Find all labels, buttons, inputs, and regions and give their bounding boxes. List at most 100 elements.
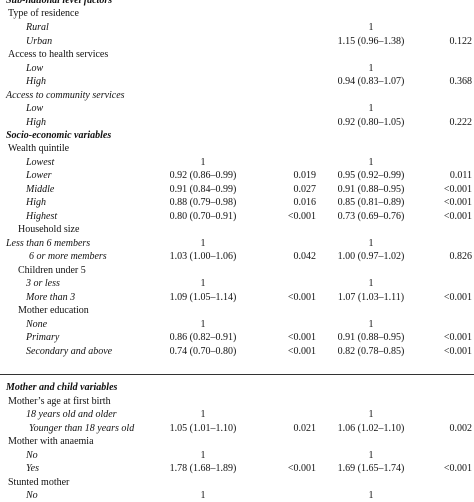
unadjusted-p-cell: <0.001 xyxy=(287,346,316,357)
unadjusted-or-cell: 1.05 (1.01–1.10) xyxy=(169,423,237,434)
variable-row: Mother’s age at first birth xyxy=(0,395,474,408)
adjusted-or-cell: 1.06 (1.02–1.10) xyxy=(337,423,405,434)
unadjusted-p-cell: <0.001 xyxy=(287,211,316,222)
table-row: Middle 0.91 (0.84–0.99) 0.027 0.91 (0.88–0.… xyxy=(0,183,474,196)
adjusted-or-cell: 0.82 (0.78–0.85) xyxy=(337,346,405,357)
unadjusted-or-cell: 0.80 (0.70–0.91) xyxy=(169,211,237,222)
adjusted-p-cell: <0.001 xyxy=(443,197,472,208)
variable-row: Household size xyxy=(0,223,474,236)
section-heading-row: Mother and child variables xyxy=(0,381,474,394)
unadjusted-or-cell: 1 xyxy=(200,490,206,501)
table-row: High 0.92 (0.80–1.05) 0.222 xyxy=(0,116,474,129)
table-row: Primary 0.86 (0.82–0.91) <0.001 0.91 (0.88–… xyxy=(0,331,474,344)
adjusted-or-cell: 1.69 (1.65–1.74) xyxy=(337,463,405,474)
variable-row: Children under 5 xyxy=(0,264,474,277)
row-label: Wealth quintile xyxy=(8,143,70,154)
adjusted-or-cell: 1 xyxy=(368,450,374,461)
unadjusted-or-cell: 1 xyxy=(200,238,206,249)
row-label: Yes xyxy=(26,463,39,474)
table-row: Secondary and above 0.74 (0.70–0.80) <0.00… xyxy=(0,345,474,358)
variable-row: Mother education xyxy=(0,304,474,317)
adjusted-p-cell: <0.001 xyxy=(443,211,472,222)
table-row: Low 1 xyxy=(0,102,474,115)
adjusted-or-cell: 1.15 (0.96–1.38) xyxy=(337,36,405,47)
adjusted-or-cell: 0.91 (0.88–0.95) xyxy=(337,332,405,343)
section-heading: Sub-national level factors xyxy=(6,0,113,6)
table-row: More than 3 1.09 (1.05–1.14) <0.001 1.07 (1… xyxy=(0,291,474,304)
unadjusted-or-cell: 1 xyxy=(200,409,206,420)
row-label: High xyxy=(26,117,46,128)
adjusted-or-cell: 1 xyxy=(368,103,374,114)
adjusted-p-cell: <0.001 xyxy=(443,332,472,343)
row-label: 6 or more members xyxy=(29,251,107,262)
row-label: Low xyxy=(26,63,44,74)
table-row: Lowest 1 1 xyxy=(0,156,474,169)
unadjusted-or-cell: 1 xyxy=(200,278,206,289)
row-label: None xyxy=(26,319,48,330)
adjusted-p-cell: 0.122 xyxy=(449,36,473,47)
row-label: Type of residence xyxy=(8,8,79,19)
variable-row: Access to health services xyxy=(0,48,474,61)
adjusted-or-cell: 1 xyxy=(368,157,374,168)
adjusted-or-cell: 0.91 (0.88–0.95) xyxy=(337,184,405,195)
table-row: High 0.94 (0.83–1.07) 0.368 xyxy=(0,75,474,88)
unadjusted-p-cell: 0.016 xyxy=(293,197,317,208)
table-row: 6 or more members 1.03 (1.00–1.06) 0.042 1.… xyxy=(0,250,474,263)
row-label: Children under 5 xyxy=(18,265,86,276)
variable-row: Stunted mother xyxy=(0,476,474,489)
table-row: Younger than 18 years old 1.05 (1.01–1.10… xyxy=(0,422,474,435)
row-label: Household size xyxy=(18,224,80,235)
adjusted-p-cell: 0.011 xyxy=(449,170,472,181)
table-row: Low 1 xyxy=(0,62,474,75)
adjusted-or-cell: 1 xyxy=(368,238,374,249)
unadjusted-p-cell: <0.001 xyxy=(287,332,316,343)
unadjusted-p-cell: <0.001 xyxy=(287,463,316,474)
adjusted-or-cell: 1 xyxy=(368,319,374,330)
adjusted-p-cell: 0.368 xyxy=(449,76,473,87)
adjusted-p-cell: 0.002 xyxy=(449,423,473,434)
unadjusted-p-cell: 0.027 xyxy=(293,184,317,195)
row-label: Access to health services xyxy=(8,49,109,60)
section-divider xyxy=(0,374,474,375)
row-label: 18 years old and older xyxy=(26,409,117,420)
table-row: Less than 6 members 1 1 xyxy=(0,237,474,250)
row-label: Lower xyxy=(26,170,52,181)
adjusted-or-cell: 0.73 (0.69–0.76) xyxy=(337,211,405,222)
row-label: No xyxy=(26,450,38,461)
section-heading: Mother and child variables xyxy=(6,382,118,393)
row-label: 3 or less xyxy=(26,278,60,289)
row-label: Younger than 18 years old xyxy=(29,423,135,434)
unadjusted-p-cell: <0.001 xyxy=(287,292,316,303)
adjusted-p-cell: <0.001 xyxy=(443,463,472,474)
unadjusted-or-cell: 0.92 (0.86–0.99) xyxy=(169,170,237,181)
adjusted-or-cell: 1 xyxy=(368,490,374,501)
row-label: Urban xyxy=(26,36,53,47)
section-heading-row: Sub-national level factors xyxy=(0,0,474,7)
row-label: More than 3 xyxy=(26,292,76,303)
variable-row: Type of residence xyxy=(0,7,474,20)
row-label: Stunted mother xyxy=(8,477,70,488)
adjusted-or-cell: 1.00 (0.97–1.02) xyxy=(337,251,405,262)
table-row: No 1 1 xyxy=(0,449,474,462)
unadjusted-or-cell: 0.74 (0.70–0.80) xyxy=(169,346,237,357)
variable-row: Mother with anaemia xyxy=(0,435,474,448)
adjusted-or-cell: 1 xyxy=(368,278,374,289)
row-label: Primary xyxy=(26,332,60,343)
unadjusted-or-cell: 1 xyxy=(200,319,206,330)
adjusted-or-cell: 1 xyxy=(368,22,374,33)
unadjusted-or-cell: 1 xyxy=(200,157,206,168)
unadjusted-p-cell: 0.021 xyxy=(293,423,317,434)
unadjusted-or-cell: 1.03 (1.00–1.06) xyxy=(169,251,237,262)
table-row: Rural 1 xyxy=(0,21,474,34)
variable-row: Wealth quintile xyxy=(0,142,474,155)
row-label: Less than 6 members xyxy=(6,238,91,249)
row-label: Highest xyxy=(26,211,58,222)
row-label: Rural xyxy=(26,22,49,33)
unadjusted-or-cell: 1 xyxy=(200,450,206,461)
row-label: Mother with anaemia xyxy=(8,436,94,447)
table-row: No 1 1 xyxy=(0,489,474,502)
unadjusted-p-cell: 0.042 xyxy=(293,251,317,262)
row-label: High xyxy=(26,76,46,87)
table-row: High 0.88 (0.79–0.98) 0.016 0.85 (0.81–0.89… xyxy=(0,196,474,209)
